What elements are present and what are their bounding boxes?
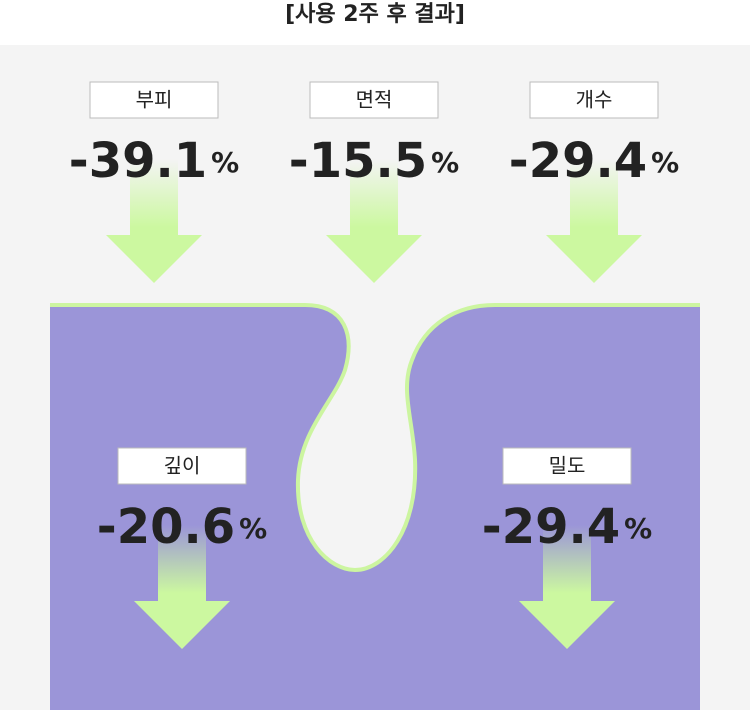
value: -15.5% bbox=[289, 133, 459, 189]
value: -29.4% bbox=[482, 499, 652, 555]
label-box bbox=[502, 447, 632, 485]
value-unit: % bbox=[431, 146, 459, 179]
arrow bbox=[326, 159, 422, 283]
label: 부피 bbox=[136, 88, 173, 112]
value-number: -39.1 bbox=[69, 133, 207, 189]
title: [사용 2주 후 결과] bbox=[285, 2, 465, 27]
value-number: -29.4 bbox=[482, 499, 620, 555]
value-unit: % bbox=[211, 146, 239, 179]
value: -29.4% bbox=[509, 133, 679, 189]
value-unit: % bbox=[624, 512, 652, 545]
label-box bbox=[117, 447, 247, 485]
arrow bbox=[134, 525, 230, 649]
arrow bbox=[546, 159, 642, 283]
label-box bbox=[529, 81, 659, 119]
arrow bbox=[519, 525, 615, 649]
label: 면적 bbox=[356, 88, 393, 112]
label-box bbox=[89, 81, 219, 119]
value-number: -20.6 bbox=[97, 499, 235, 555]
value-unit: % bbox=[651, 146, 679, 179]
value: -39.1% bbox=[69, 133, 239, 189]
label: 밀도 bbox=[549, 454, 586, 478]
skin-outline bbox=[50, 303, 700, 573]
value-unit: % bbox=[239, 512, 267, 545]
header-bg bbox=[0, 0, 750, 45]
label: 깊이 bbox=[164, 454, 201, 478]
value: -20.6% bbox=[97, 499, 267, 555]
label: 개수 bbox=[576, 88, 613, 112]
arrow bbox=[106, 159, 202, 283]
label-box bbox=[309, 81, 439, 119]
value-number: -29.4 bbox=[509, 133, 647, 189]
value-number: -15.5 bbox=[289, 133, 427, 189]
